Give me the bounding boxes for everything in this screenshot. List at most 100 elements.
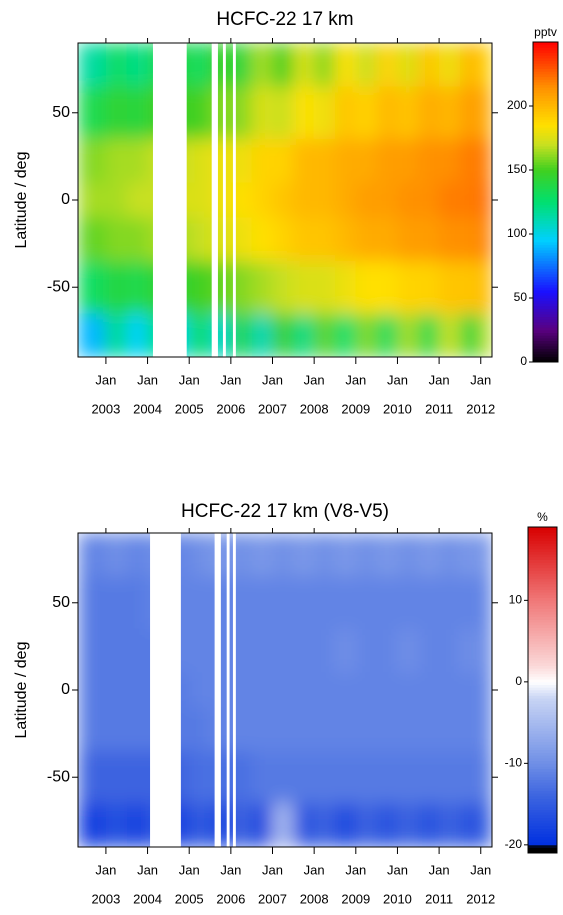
colorbar-step	[533, 292, 558, 296]
colorbar-step	[528, 554, 557, 558]
cell	[376, 138, 398, 184]
y-tick-label: 50	[52, 104, 70, 121]
colorbar-step	[533, 343, 558, 347]
colorbar-step	[528, 551, 557, 555]
y-tick-label: 0	[61, 681, 70, 698]
cell	[78, 576, 107, 630]
cell	[439, 138, 461, 184]
x-tick-label: Jan	[387, 862, 408, 877]
cell	[480, 261, 492, 314]
colorbar-step	[533, 95, 558, 99]
cell	[189, 86, 211, 140]
colorbar-step	[533, 226, 558, 230]
colorbar-step	[528, 649, 557, 653]
cell	[126, 182, 149, 218]
data-gap	[152, 43, 187, 357]
cell	[230, 707, 253, 752]
colorbar-step	[533, 103, 558, 107]
cell	[480, 751, 492, 804]
colorbar-step	[528, 747, 557, 751]
colorbar-step	[528, 611, 557, 615]
cell	[314, 751, 336, 804]
year-label: 2006	[216, 401, 245, 416]
cell	[355, 43, 378, 88]
cell	[230, 217, 253, 262]
cell	[293, 86, 315, 140]
colorbar-step	[528, 651, 557, 656]
cell	[293, 261, 315, 314]
cell	[480, 672, 492, 708]
cell	[334, 217, 357, 262]
colorbar-step	[533, 111, 558, 115]
cell	[376, 86, 398, 140]
colorbar-step	[528, 546, 557, 550]
cell	[230, 672, 253, 708]
colorbar-step	[528, 600, 557, 604]
colorbar-step	[528, 670, 557, 675]
colorbar-step	[533, 196, 558, 200]
cell	[251, 533, 274, 578]
x-tick-label: Jan	[179, 372, 200, 387]
cell	[459, 803, 482, 847]
colorbar-step	[528, 673, 557, 677]
colorbar-step	[528, 782, 557, 786]
colorbar-step	[528, 793, 557, 797]
cell	[355, 182, 378, 218]
colorbar-tick-label: 0	[520, 354, 527, 368]
colorbar-step	[528, 774, 557, 778]
colorbar-tick-label: 150	[507, 162, 527, 176]
year-label: 2011	[425, 401, 453, 416]
cell	[376, 261, 398, 314]
cell	[314, 576, 336, 630]
colorbar-step	[533, 50, 558, 54]
colorbar-step	[528, 728, 557, 732]
colorbar-step	[528, 529, 557, 533]
colorbar-step	[533, 290, 558, 294]
cell	[439, 313, 461, 357]
cell	[355, 803, 378, 847]
cell	[480, 707, 492, 752]
colorbar-step	[528, 603, 557, 607]
colorbar-step	[533, 178, 558, 182]
cell	[78, 533, 107, 578]
cell	[105, 86, 128, 140]
colorbar-step	[528, 622, 557, 626]
cell	[251, 182, 274, 218]
cell	[105, 313, 128, 357]
cell	[459, 217, 482, 262]
cell	[418, 217, 440, 262]
cell	[334, 672, 357, 708]
colorbar-step	[528, 608, 557, 612]
cell	[418, 43, 440, 88]
cell	[251, 138, 274, 184]
colorbar-step	[533, 250, 558, 254]
colorbar-step	[528, 527, 557, 531]
cell	[126, 672, 149, 708]
colorbar-step	[528, 597, 557, 601]
cell	[272, 313, 294, 357]
cell	[334, 576, 357, 630]
cell	[272, 751, 294, 804]
cell	[418, 261, 440, 314]
colorbar-frame	[527, 526, 558, 854]
colorbar-step	[533, 252, 558, 256]
cell	[334, 628, 357, 674]
colorbar-step	[528, 847, 557, 851]
cell	[230, 628, 253, 674]
colorbar-step	[528, 752, 557, 756]
cell	[334, 86, 357, 140]
cell	[418, 182, 440, 218]
cell	[459, 533, 482, 578]
cell	[355, 707, 378, 752]
colorbar-step	[533, 335, 558, 339]
data-gap	[150, 533, 181, 847]
cell	[105, 628, 128, 674]
colorbar-step	[533, 154, 558, 158]
cell	[459, 672, 482, 708]
cell	[272, 628, 294, 674]
colorbar-step	[528, 638, 557, 642]
colorbar-step	[533, 84, 558, 88]
cell	[480, 628, 492, 674]
data-gap	[232, 43, 236, 357]
cell	[126, 628, 149, 674]
